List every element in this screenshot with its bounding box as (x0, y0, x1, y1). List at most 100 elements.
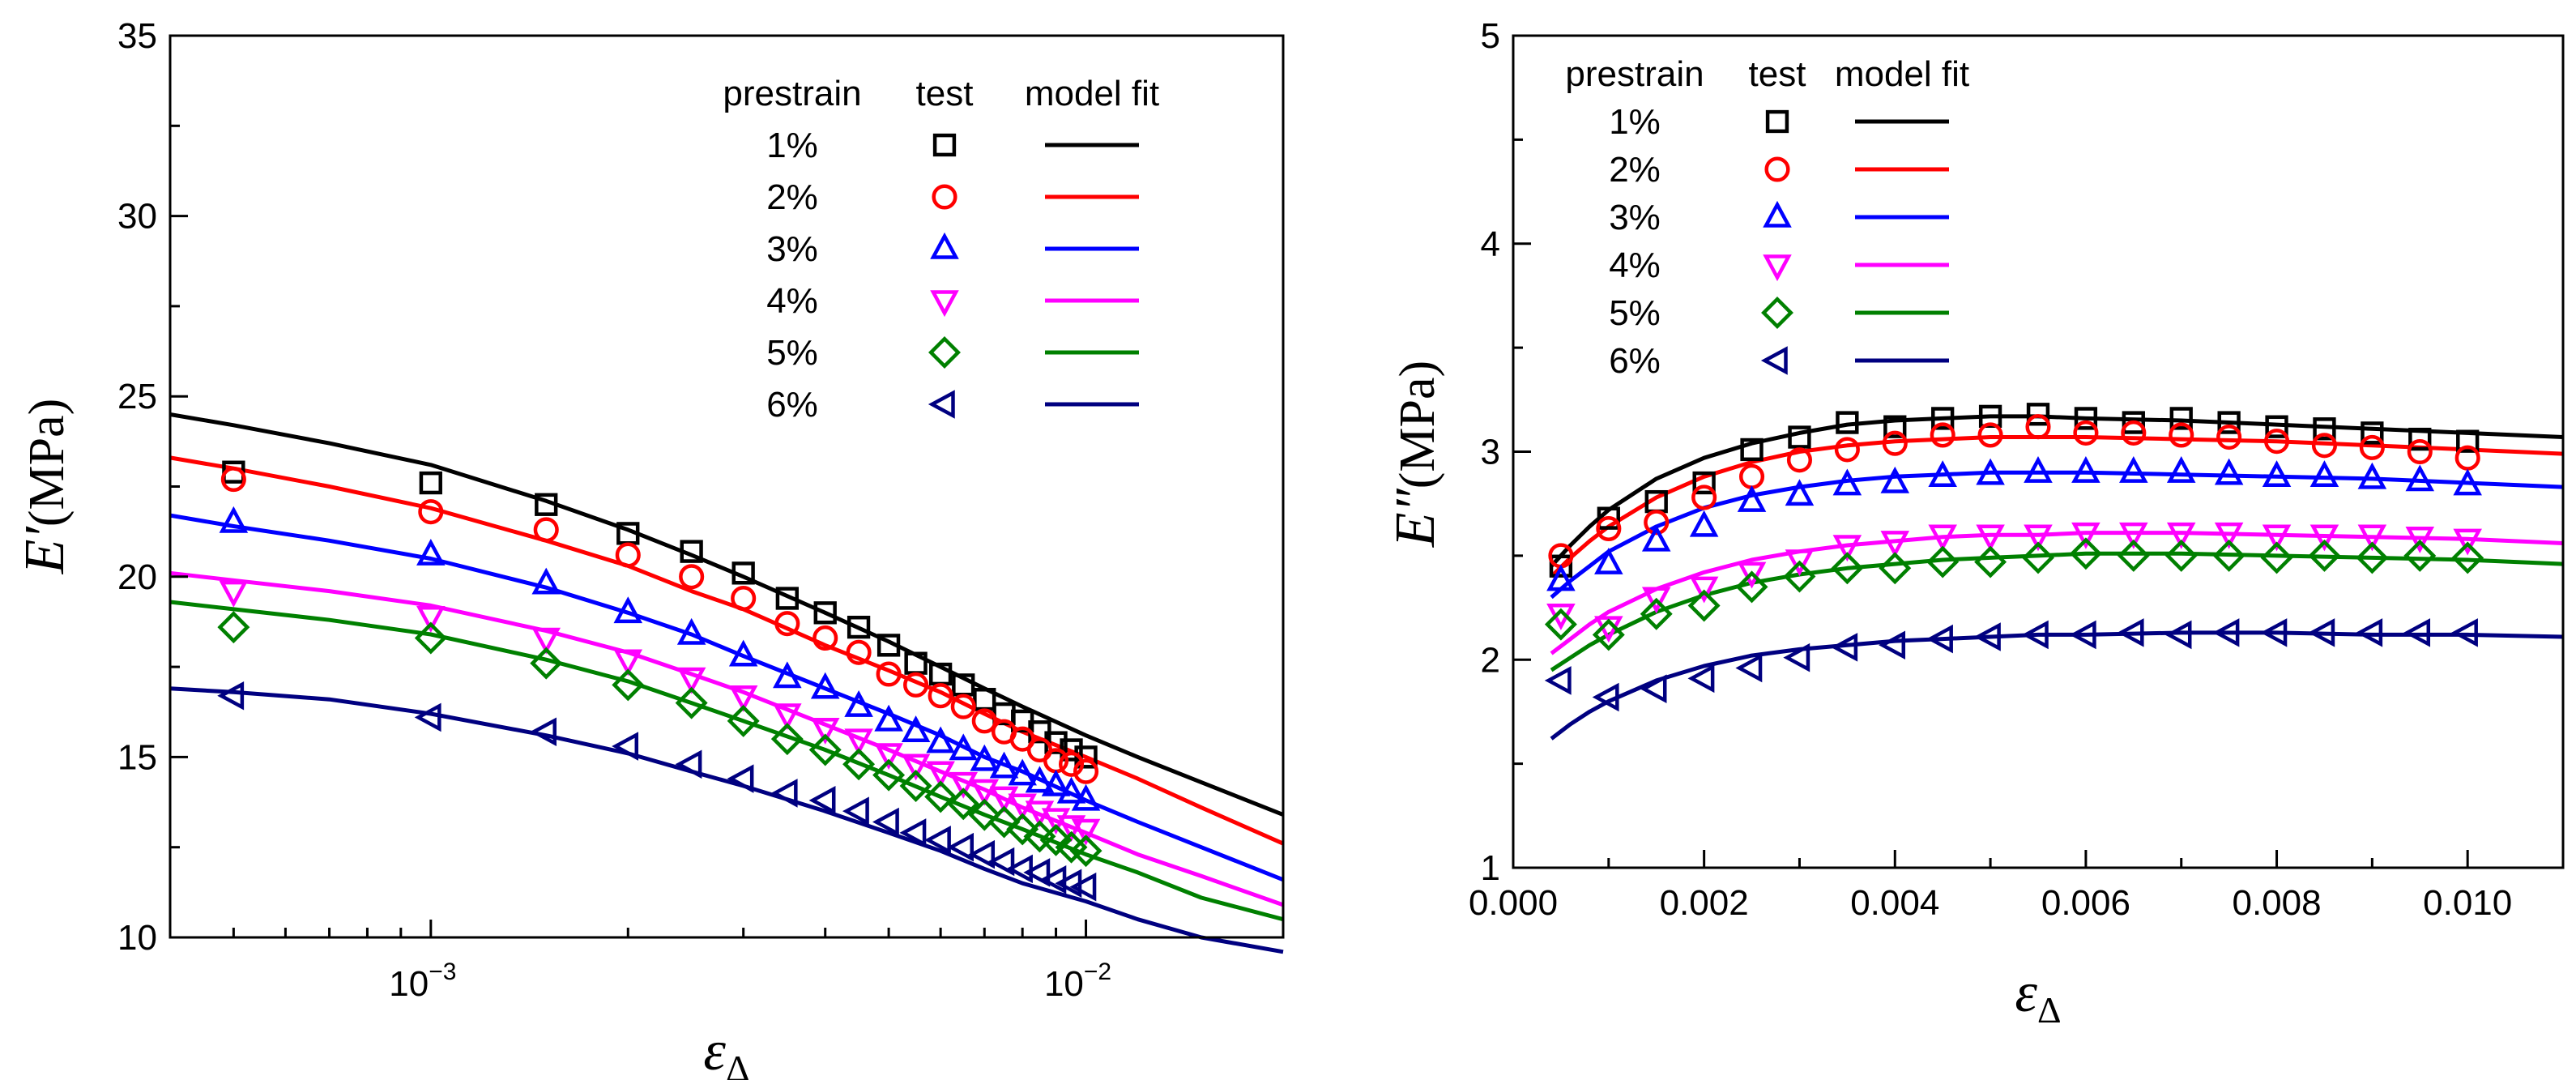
left-legend-label-5: 5% (766, 333, 818, 373)
right-y-tick-label: 2 (1481, 640, 1500, 680)
left-test-point-s4-3 (531, 627, 561, 655)
left-test-point-s3-15 (989, 751, 1019, 779)
right-test-point-s3-3 (1641, 524, 1671, 552)
left-test-point-s3-2 (416, 538, 446, 566)
left-test-point-s6-11 (899, 818, 927, 847)
right-test-point-s5-12 (2069, 537, 2102, 570)
left-test-point-s6-2 (414, 702, 441, 732)
left-test-point-s6-4 (612, 732, 639, 761)
right-test-point-s3-12 (2071, 456, 2100, 483)
left-test-point-s5-9 (842, 748, 876, 781)
left-test-point-s5-4 (612, 668, 645, 702)
right-fit-line-4 (1550, 531, 2564, 655)
left-test-point-s6-14 (968, 839, 996, 869)
right-test-point-s5-13 (2117, 539, 2150, 572)
right-legend-header: test (1749, 54, 1806, 94)
right-test-point-s6-17 (2308, 618, 2335, 647)
left-test-point-s6-12 (924, 826, 951, 855)
left-test-point-s3-7 (773, 661, 802, 689)
left-x-tick-label: 10−3 (389, 958, 456, 1004)
left-test-point-s1-5 (680, 540, 703, 563)
left-fit-line-2 (169, 455, 1285, 846)
right-test-point-s3-14 (2166, 456, 2196, 483)
left-y-tick-label: 35 (117, 16, 157, 56)
right-test-point-s6-12 (2069, 620, 2096, 650)
left-test-point-s5-3 (530, 647, 563, 680)
left-fit-line-3 (169, 513, 1284, 882)
left-test-point-s4-2 (416, 606, 446, 633)
right-test-point-s4-14 (2166, 522, 2196, 549)
right-test-point-s6-11 (2021, 620, 2049, 650)
right-y-tick-label: 5 (1481, 16, 1500, 56)
left-test-point-s1-3 (535, 493, 558, 516)
left-legend-marker-6 (928, 390, 955, 419)
left-legend-marker-1 (932, 133, 957, 157)
left-test-point-s3-19 (1056, 776, 1086, 804)
right-test-point-s5-5 (1735, 570, 1768, 604)
left-test-point-s5-7 (770, 723, 804, 756)
left-test-point-s4-13 (949, 771, 979, 799)
left-test-point-s3-1 (219, 506, 249, 533)
right-test-point-s4-11 (2024, 524, 2053, 552)
left-legend-label-3: 3% (766, 229, 818, 269)
right-test-point-s5-11 (2022, 541, 2054, 574)
right-test-point-s3-20 (2453, 468, 2482, 496)
right-test-point-s2-10 (1977, 422, 2003, 448)
right-test-point-s3-7 (1832, 468, 1862, 496)
left-test-point-s1-9 (847, 615, 871, 639)
left-test-point-s2-1 (220, 467, 246, 493)
left-test-point-s4-20 (1071, 818, 1101, 846)
left-chart-panel: 10 15 20 25 30 35 10−3 10−2 prestrain test model … (14, 16, 1285, 1080)
right-test-point-s3-8 (1880, 466, 1910, 493)
left-test-point-s6-1 (217, 681, 245, 711)
left-test-point-s6-9 (842, 796, 869, 826)
left-test-point-s3-14 (970, 744, 1000, 771)
left-test-point-s5-2 (414, 621, 447, 655)
right-test-point-s6-16 (2260, 618, 2288, 647)
right-test-point-s4-6 (1785, 549, 1815, 577)
left-fit-line-4 (169, 570, 1284, 907)
left-test-point-s5-1 (217, 611, 250, 644)
left-test-point-s5-6 (727, 704, 760, 737)
right-test-point-s5-16 (2260, 541, 2293, 574)
right-test-point-s6-4 (1687, 664, 1715, 694)
left-test-point-s3-16 (1008, 758, 1037, 786)
right-test-point-s2-19 (2407, 438, 2433, 465)
left-test-point-s6-15 (987, 847, 1015, 877)
right-x-tick-label: 0.002 (1660, 883, 1749, 923)
right-test-point-s4-9 (1928, 524, 1957, 552)
right-test-point-s1-19 (2408, 427, 2432, 451)
right-test-point-s5-9 (1926, 545, 1960, 578)
left-test-point-s2-5 (679, 564, 705, 590)
right-test-point-s2-3 (1644, 510, 1670, 536)
right-test-point-s3-18 (2357, 462, 2387, 489)
left-test-point-s2-2 (418, 499, 444, 525)
right-test-point-s4-5 (1737, 561, 1767, 589)
right-test-point-s5-10 (1974, 545, 2007, 578)
left-test-point-s3-6 (728, 639, 758, 667)
left-test-point-s5-16 (1006, 813, 1039, 846)
right-legend-label-1: 1% (1609, 102, 1661, 142)
left-fit-line-5 (169, 600, 1284, 922)
right-test-point-s1-7 (1836, 411, 1859, 434)
right-chart-panel: 1 2 3 4 5 0.000 0.002 0.004 0.006 0.008 0.010 pres… (1384, 16, 2565, 1031)
left-legend-label-4: 4% (766, 281, 818, 321)
right-test-point-s4-17 (2309, 524, 2339, 552)
left-test-point-s2-9 (846, 639, 872, 665)
right-test-point-s5-17 (2308, 539, 2341, 572)
right-test-point-s4-16 (2262, 524, 2292, 552)
left-test-point-s4-12 (926, 761, 955, 788)
left-test-point-s2-8 (812, 625, 838, 651)
left-legend-label-2: 2% (766, 177, 818, 217)
left-test-point-s2-13 (950, 694, 976, 719)
right-test-point-s3-2 (1594, 548, 1623, 574)
right-test-point-s3-9 (1928, 460, 1957, 488)
right-test-point-s6-9 (1926, 624, 1953, 654)
right-test-point-s3-4 (1689, 510, 1719, 537)
left-test-point-s3-5 (676, 617, 706, 645)
left-legend-header: prestrain (723, 74, 861, 113)
right-x-tick-label: 0.008 (2232, 883, 2321, 923)
left-y-axis-label: E′(MPa) (14, 399, 76, 575)
left-test-point-s4-8 (810, 718, 840, 745)
left-test-point-s4-6 (728, 685, 758, 712)
